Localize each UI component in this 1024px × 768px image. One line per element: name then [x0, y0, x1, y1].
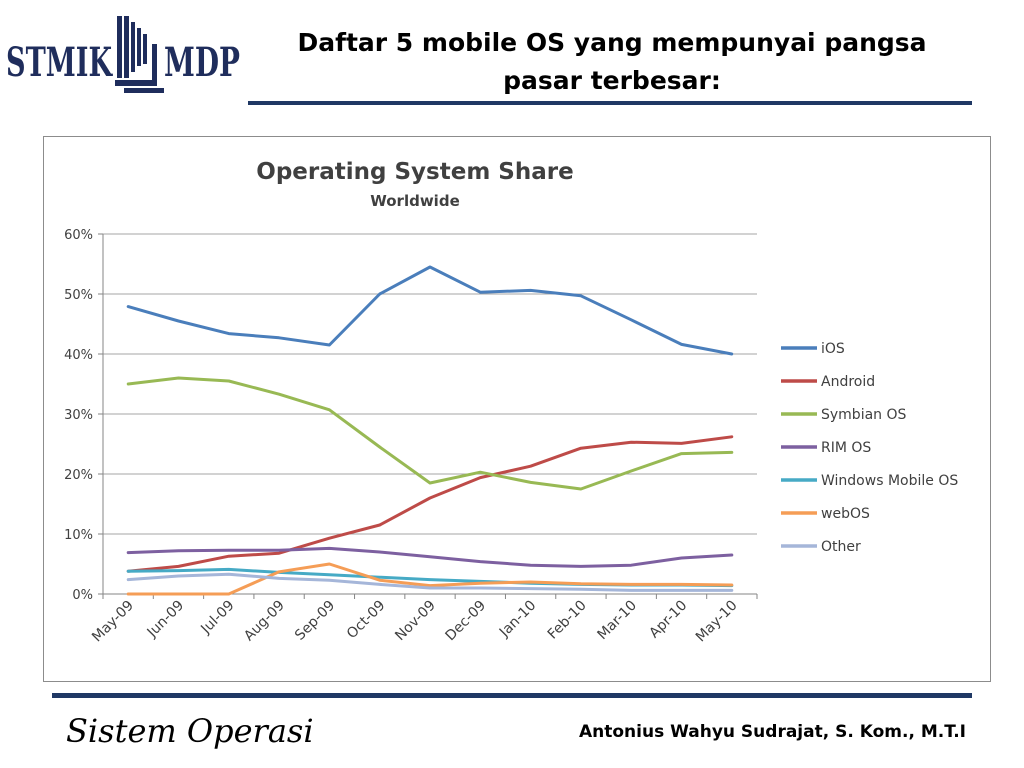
y-tick-label: 0% — [72, 588, 93, 603]
legend-label: Windows Mobile OS — [821, 473, 958, 489]
y-tick-label: 60% — [64, 228, 93, 243]
logo-emblem — [115, 16, 164, 93]
chart-subtitle: Worldwide — [370, 192, 460, 210]
x-tick-label: May-09 — [89, 598, 137, 646]
x-tick-label: Mar-10 — [595, 598, 641, 644]
legend-label: Symbian OS — [821, 407, 907, 423]
logo-right-text: MDP — [164, 39, 240, 86]
y-tick-label: 40% — [64, 348, 93, 363]
legend-label: Other — [821, 539, 861, 555]
y-tick-label: 20% — [64, 468, 93, 483]
x-tick-label: Apr-10 — [646, 598, 690, 642]
legend-label: RIM OS — [821, 440, 871, 456]
x-tick-label: Jul-09 — [197, 598, 237, 638]
x-tick-label: Dec-09 — [442, 598, 489, 645]
x-tick-label: Oct-09 — [344, 598, 389, 643]
series-line — [126, 376, 734, 491]
title-underline — [248, 101, 972, 105]
series-line — [126, 546, 734, 568]
x-tick-label: Aug-09 — [241, 598, 288, 645]
footer-course-name: Sistem Operasi — [66, 712, 314, 750]
series-line — [126, 265, 734, 356]
x-tick-label: Feb-10 — [545, 598, 590, 643]
legend-label: iOS — [821, 341, 845, 357]
x-tick-label: Jun-09 — [144, 598, 188, 642]
y-tick-label: 10% — [64, 528, 93, 543]
os-share-chart: Operating System Share Worldwide 0% 10% 20… — [64, 159, 958, 646]
y-tick-label: 30% — [64, 408, 93, 423]
x-tick-label: Jan-10 — [496, 598, 539, 641]
logo-left-text: STMIK — [6, 39, 113, 86]
chart-title: Operating System Share — [256, 159, 573, 185]
footer-author: Antonius Wahyu Sudrajat, S. Kom., M.T.I — [578, 722, 966, 742]
footer-rule — [52, 693, 972, 698]
series-line — [126, 572, 734, 592]
x-tick-label: Nov-09 — [392, 598, 439, 645]
x-tick-label: Sep-09 — [292, 598, 338, 644]
series-line — [126, 435, 734, 573]
y-tick-label: 50% — [64, 288, 93, 303]
chart-container: Operating System Share Worldwide 0% 10% 20… — [43, 136, 991, 682]
series-line — [126, 562, 734, 596]
x-tick-label: May-10 — [693, 598, 741, 646]
slide-title: Daftar 5 mobile OS yang mempunyai pangsa… — [297, 28, 927, 95]
legend-label: Android — [821, 374, 875, 390]
legend-label: webOS — [821, 506, 870, 522]
stmik-mdp-logo: STMIK MDP — [6, 14, 242, 96]
